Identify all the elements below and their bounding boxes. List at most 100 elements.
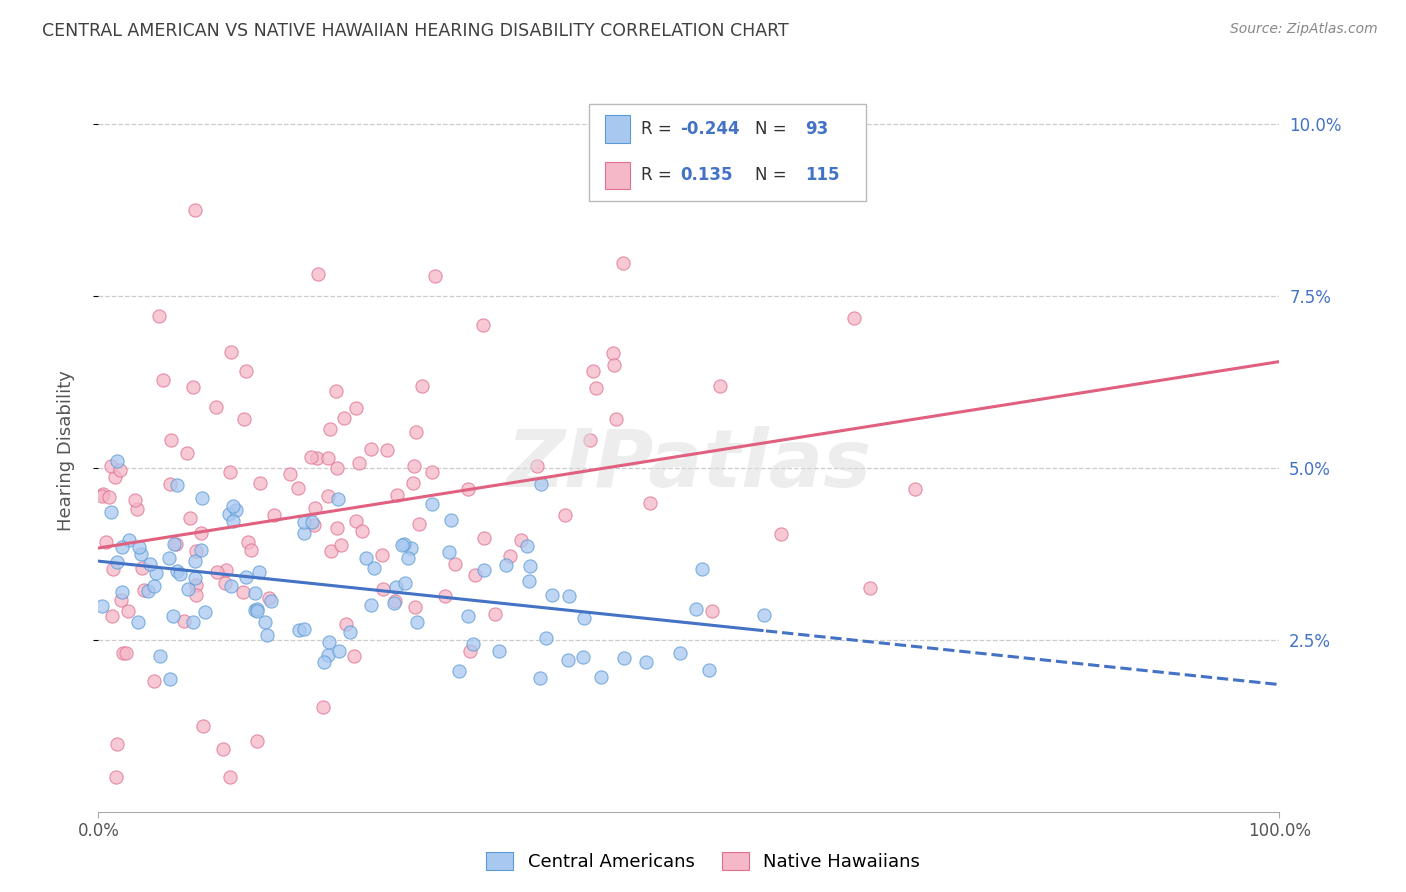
Point [360,598,382,612]
Point [402,475,425,490]
Point [105,555,128,569]
Point [752,607,775,622]
Point [700,604,723,618]
Point [603,358,626,372]
Point [460,644,482,658]
Point [842,311,865,326]
Point [572,650,595,665]
Point [420,465,443,479]
Point [98,490,121,504]
Point [301,515,323,529]
Point [401,541,423,555]
Point [183,202,205,217]
Point [235,364,257,378]
Point [669,646,692,660]
Point [142,674,165,689]
Point [326,521,349,535]
Point [181,380,204,394]
Point [257,591,280,605]
Point [472,318,495,333]
Point [321,544,343,558]
Point [90,489,112,503]
Point [225,503,247,517]
Point [509,533,531,547]
Point [219,345,242,359]
Point [260,594,283,608]
Point [108,463,131,477]
Point [114,646,136,660]
Point [159,672,181,686]
Point [326,460,349,475]
Point [347,456,370,470]
Point [387,488,409,502]
Point [186,544,208,558]
Point [305,450,328,465]
Point [312,655,335,669]
Point [238,535,260,549]
Point [404,599,426,614]
Point [112,646,135,660]
Point [534,631,557,645]
Point [177,582,200,596]
Point [343,648,366,663]
Point [145,566,167,581]
Point [181,615,204,630]
Text: Source: ZipAtlas.com: Source: ZipAtlas.com [1230,22,1378,37]
Point [602,345,624,359]
Point [124,492,146,507]
Point [444,557,467,571]
Point [127,615,149,629]
Point [117,604,139,618]
Point [385,580,408,594]
Point [134,583,156,598]
Point [904,482,927,496]
Point [179,511,201,525]
Point [457,482,479,496]
Point [183,554,205,568]
Point [474,532,496,546]
Point [246,604,269,618]
Point [205,565,228,579]
Point [219,466,242,480]
Point [101,608,124,623]
Point [697,663,720,677]
Point [127,502,149,516]
Text: CENTRAL AMERICAN VS NATIVE HAWAIIAN HEARING DISABILITY CORRELATION CHART: CENTRAL AMERICAN VS NATIVE HAWAIIAN HEAR… [42,22,789,40]
Point [100,505,122,519]
Point [488,644,510,658]
Point [472,563,495,577]
Point [254,615,277,630]
Point [690,562,713,576]
Point [159,433,181,447]
Text: ZIPatlas: ZIPatlas [506,425,872,504]
Legend: Central Americans, Native Hawaiians: Central Americans, Native Hawaiians [479,845,927,879]
Point [157,551,180,566]
Point [316,489,339,503]
Point [143,579,166,593]
Point [90,599,112,614]
Point [612,255,634,269]
Point [152,373,174,387]
Point [519,559,541,574]
Point [541,588,564,602]
Point [287,481,309,495]
Point [554,508,576,522]
Point [235,570,257,584]
Point [104,469,127,483]
Point [557,653,579,667]
Point [529,671,551,685]
Point [526,459,548,474]
Point [371,582,394,596]
Point [221,514,243,528]
Point [411,379,433,393]
Point [111,540,134,554]
Point [517,574,540,588]
Point [484,607,506,621]
Point [165,537,187,551]
Point [634,655,657,669]
Point [184,578,207,592]
Point [391,538,413,552]
Point [94,534,117,549]
Point [212,741,235,756]
Point [464,568,486,582]
